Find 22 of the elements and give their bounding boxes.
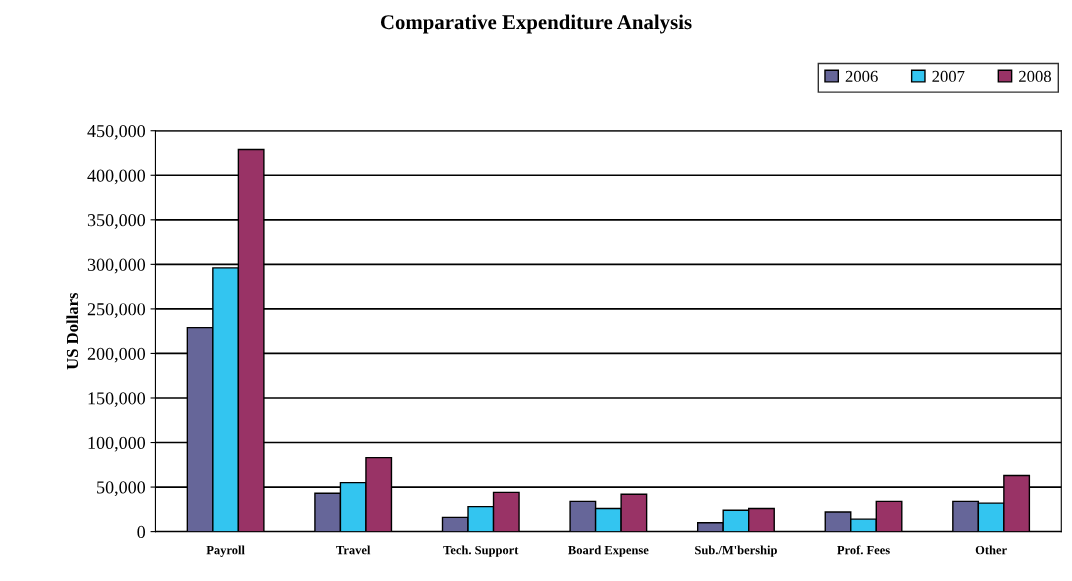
x-tick-label: Other bbox=[975, 545, 1007, 555]
legend-label: 2007 bbox=[932, 70, 965, 83]
chart-title: Comparative Expenditure Analysis bbox=[380, 14, 692, 34]
y-tick-label: 450,000 bbox=[87, 124, 146, 140]
y-tick-label: 0 bbox=[137, 525, 146, 539]
y-tick-label: 400,000 bbox=[87, 169, 146, 185]
x-tick-label: Payroll bbox=[206, 545, 245, 557]
y-tick-label: 50,000 bbox=[97, 481, 146, 497]
x-tick-label: Travel bbox=[336, 545, 371, 555]
x-tick-label: Board Expense bbox=[568, 545, 649, 557]
x-tick-label: Prof. Fees bbox=[837, 545, 890, 555]
legend-label: 2008 bbox=[1019, 70, 1051, 83]
y-tick-label: 250,000 bbox=[87, 303, 146, 318]
y-tick-label: 300,000 bbox=[87, 258, 146, 274]
legend-label: 2006 bbox=[845, 70, 878, 83]
y-tick-label: 100,000 bbox=[88, 436, 146, 452]
x-tick-label: Sub./M'bership bbox=[695, 545, 777, 557]
y-axis-title: US Dollars bbox=[66, 292, 79, 370]
y-tick-label: 200,000 bbox=[87, 347, 146, 363]
x-tick-label: Tech. Support bbox=[443, 545, 519, 557]
y-tick-label: 350,000 bbox=[87, 214, 146, 229]
y-tick-label: 150,000 bbox=[88, 392, 146, 408]
